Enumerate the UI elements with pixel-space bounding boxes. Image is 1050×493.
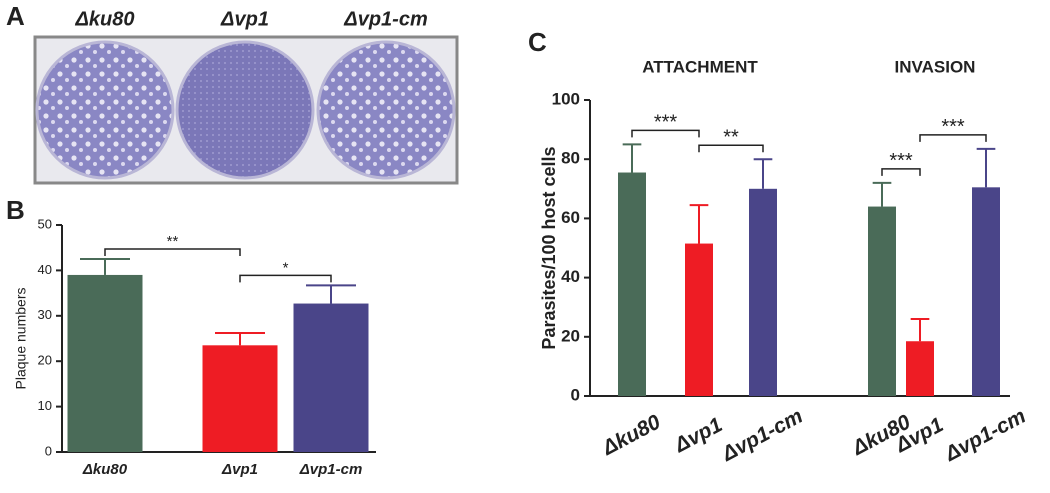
significance-bracket	[239, 274, 332, 283]
x-tick-label: Δvp1-cm	[718, 404, 807, 466]
bar	[618, 172, 646, 396]
bar	[293, 303, 369, 452]
y-tick-label: 10	[38, 398, 52, 413]
bar	[685, 243, 713, 396]
bar	[906, 341, 934, 396]
panel-label: A	[6, 1, 25, 31]
x-tick-label: Δvp1	[670, 413, 726, 457]
significance-label: ***	[654, 112, 678, 134]
y-tick-label: 50	[38, 216, 52, 231]
plate-label: Δvp1-cm	[343, 8, 427, 30]
panel-label: B	[6, 195, 25, 225]
plate-label: Δvp1	[220, 8, 269, 30]
plate-label: Δku80	[74, 8, 134, 30]
significance-label: ***	[889, 150, 913, 172]
y-tick-label: 20	[38, 353, 52, 368]
significance-bracket	[919, 134, 987, 142]
plate-photo	[33, 35, 459, 185]
y-tick-label: 30	[38, 307, 52, 322]
y-tick-label: 0	[571, 385, 580, 404]
group-label: ATTACHMENT	[642, 57, 758, 76]
group-label: INVASION	[895, 57, 976, 76]
bar	[972, 187, 1000, 396]
x-tick-label: Δku80	[82, 461, 128, 478]
significance-bracket	[104, 248, 241, 257]
panel-label: C	[528, 27, 547, 57]
significance-bracket	[698, 144, 764, 153]
x-tick-label: Δvp1-cm	[299, 461, 363, 478]
significance-bracket	[631, 129, 700, 138]
significance-label: **	[723, 126, 739, 148]
significance-bracket	[881, 168, 921, 176]
significance-label: *	[283, 259, 289, 276]
y-tick-label: 40	[561, 267, 580, 286]
bar	[868, 206, 896, 396]
y-tick-label: 100	[552, 89, 580, 108]
y-tick-label: 0	[45, 443, 52, 458]
y-axis-label: Parasites/100 host cells	[539, 146, 559, 349]
bar	[202, 345, 278, 452]
significance-label: ***	[941, 116, 965, 138]
y-tick-label: 20	[561, 326, 580, 345]
x-tick-label: Δvp1	[221, 461, 258, 478]
bar	[67, 274, 143, 452]
y-tick-label: 60	[561, 208, 580, 227]
bar	[749, 188, 777, 396]
y-axis-label: Plaque numbers	[13, 288, 29, 390]
significance-label: **	[167, 233, 179, 250]
x-tick-label: Δvp1-cm	[941, 404, 1030, 466]
x-tick-label: Δku80	[598, 410, 665, 460]
y-tick-label: 80	[561, 149, 580, 168]
y-tick-label: 40	[38, 262, 52, 277]
